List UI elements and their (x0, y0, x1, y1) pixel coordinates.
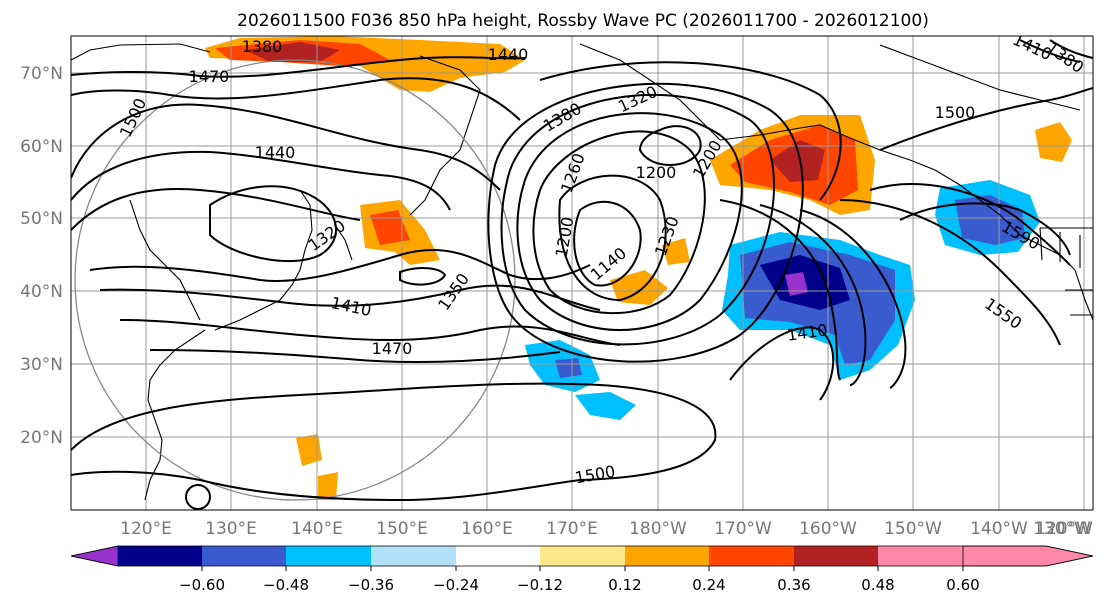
lon-tick-label: 130°E (205, 519, 257, 539)
lon-tick-label: 160°E (461, 519, 513, 539)
lon-tick-label: 150°W (884, 519, 942, 539)
lat-tick-label: 20°N (20, 428, 63, 448)
colorbar-tick-label: −0.48 (263, 576, 309, 594)
lat-tick-label: 70°N (20, 64, 63, 84)
colorbar-bin (371, 546, 456, 566)
colorbar-bin (878, 546, 963, 566)
lon-tick-label: 150°E (376, 519, 428, 539)
lat-tick-label: 50°N (20, 209, 63, 229)
colorbar-bin (709, 546, 794, 566)
anomaly-negative-region (575, 392, 636, 420)
colorbar-extend-low (70, 545, 119, 567)
colorbar-extend-high (962, 545, 1094, 567)
latitude-labels: 70°N 60°N 50°N 40°N 30°N 20°N (20, 64, 63, 448)
anomaly-positive-region (610, 270, 668, 305)
colorbar-tick-label: −0.12 (517, 576, 563, 594)
contour-label: 1440 (255, 143, 296, 162)
contour-label: 1440 (488, 45, 529, 64)
reference-circle (74, 59, 516, 501)
colorbar-bin (286, 546, 371, 566)
map-area[interactable]: 1380 1440 1470 1500 1440 1320 1350 1410 … (71, 30, 1093, 510)
longitude-labels: 120°E 130°E 140°E 150°E 160°E 170°E 180°… (120, 519, 1093, 539)
anomaly-positive-region (770, 140, 825, 182)
colorbar-bin (794, 546, 878, 566)
height-contours (71, 39, 1093, 510)
lon-tick-label: 170°W (714, 519, 772, 539)
colorbar-tick-label: 0.24 (692, 576, 725, 594)
colorbar-tick-label: −0.24 (433, 576, 479, 594)
map-title: 2026011500 F036 850 hPa height, Rossby W… (237, 11, 929, 31)
anomaly-negative-region (785, 272, 808, 296)
lon-tick-label: 160°W (799, 519, 857, 539)
colorbar-tick-label: −0.36 (348, 576, 394, 594)
anomaly-positive-region (1035, 122, 1072, 162)
lat-tick-label: 40°N (20, 282, 63, 302)
colorbar: −0.60 −0.48 −0.36 −0.24 −0.12 0.12 0.24 … (70, 545, 1094, 594)
colorbar-bin (456, 546, 540, 566)
anomaly-shading (205, 36, 1072, 500)
colorbar-ticks (201, 566, 964, 571)
colorbar-bin (118, 546, 202, 566)
anomaly-positive-region (370, 210, 410, 245)
lon-tick-label: 130°W (1033, 519, 1091, 539)
colorbar-tick-label: −0.60 (179, 576, 225, 594)
contour-label: 1470 (189, 67, 230, 86)
map-frame (70, 35, 1094, 511)
contour-label: 1200 (636, 163, 677, 182)
anomaly-negative-region (555, 358, 582, 378)
colorbar-bin (625, 546, 709, 566)
lon-tick-label: 120°E (120, 519, 172, 539)
lon-tick-label: 140°E (291, 519, 343, 539)
colorbar-tick-label: 0.12 (608, 576, 641, 594)
colorbar-outline (70, 545, 1094, 567)
lon-tick-label: 140°W (970, 519, 1028, 539)
colorbar-tick-label: 0.48 (861, 576, 894, 594)
colorbar-bin (540, 546, 625, 566)
lon-tick-label: 170°E (546, 519, 598, 539)
lon-tick-label: 180°W (629, 519, 687, 539)
colorbar-tick-label: 0.60 (946, 576, 979, 594)
anomaly-positive-region (296, 434, 322, 466)
contour-label: 1500 (935, 103, 976, 122)
contour-label: 1380 (242, 37, 283, 56)
contour-label: 1470 (372, 339, 413, 358)
coastlines (71, 43, 1093, 501)
lat-tick-label: 60°N (20, 137, 63, 157)
colorbar-tick-label: 0.36 (777, 576, 810, 594)
anomaly-positive-region (245, 42, 340, 62)
colorbar-bin (202, 546, 286, 566)
lon-tick-label: 120°W (1035, 519, 1093, 539)
anomaly-positive-region (318, 472, 338, 500)
anomaly-positive-region (662, 238, 690, 265)
lat-tick-label: 30°N (20, 355, 63, 375)
